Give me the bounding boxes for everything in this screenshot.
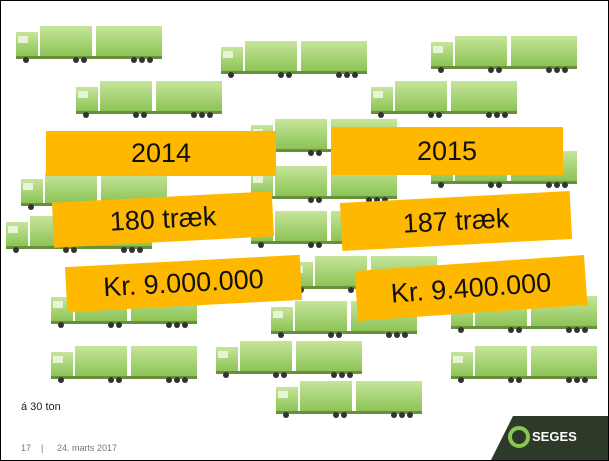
separator: | — [41, 443, 43, 453]
truck-icon — [216, 341, 362, 378]
year-label: 2015 — [331, 127, 563, 175]
truck-icon — [276, 381, 422, 418]
truck-icon — [451, 346, 597, 383]
date: 24. marts 2017 — [57, 443, 117, 453]
truck-icon — [371, 81, 517, 118]
truck-icon — [16, 26, 162, 63]
page-number: 17 — [21, 443, 31, 453]
truck-icon — [51, 346, 197, 383]
truck-icon — [221, 41, 367, 78]
logo: SEGES — [532, 429, 577, 444]
truck-icon — [431, 36, 577, 73]
year-label: 2014 — [46, 131, 276, 176]
truck-icon — [76, 81, 222, 118]
note: á 30 ton — [21, 401, 61, 413]
slide: 2014 2015 180 træk 187 træk Kr. 9.000.00… — [0, 0, 609, 461]
